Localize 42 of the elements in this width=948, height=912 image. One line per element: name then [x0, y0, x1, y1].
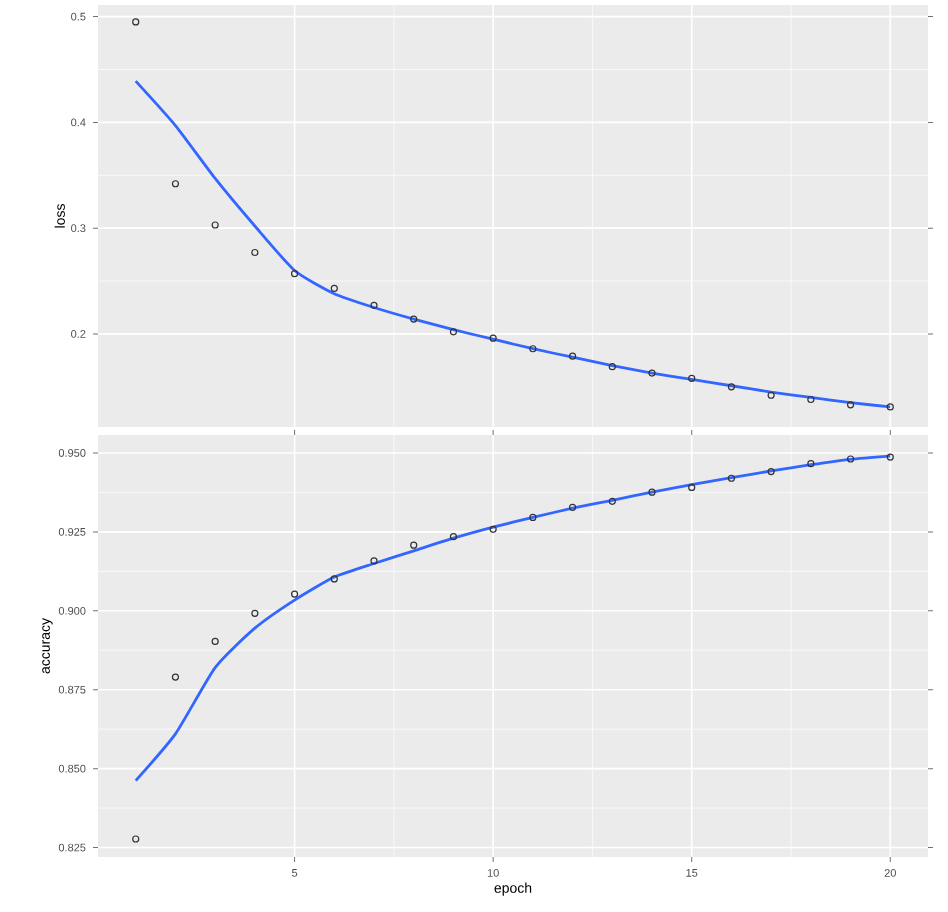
point: [132, 18, 140, 27]
point: [290, 270, 299, 278]
point: [370, 302, 378, 310]
point: [608, 363, 616, 371]
point: [251, 249, 259, 257]
point: [370, 557, 378, 566]
point: [132, 835, 140, 844]
point: [171, 673, 180, 682]
point: [807, 460, 815, 468]
point: [608, 498, 616, 506]
point: [767, 468, 775, 476]
point: [727, 383, 736, 391]
point: [688, 375, 696, 383]
point: [846, 401, 855, 409]
point: [529, 345, 537, 353]
point: [767, 392, 775, 400]
point: [410, 542, 418, 550]
point: [727, 475, 736, 483]
line-series: [134, 455, 892, 783]
point: [807, 396, 815, 404]
point: [886, 403, 894, 411]
point: [489, 526, 497, 534]
point: [330, 575, 338, 584]
point: [449, 328, 458, 336]
point: [568, 353, 577, 361]
point: [886, 453, 894, 462]
point: [211, 221, 219, 230]
point: [211, 638, 219, 646]
point: [171, 180, 180, 188]
point: [688, 484, 696, 492]
point: [846, 455, 855, 464]
point: [251, 610, 259, 618]
line-series: [134, 80, 892, 409]
point: [648, 369, 656, 378]
point: [330, 285, 338, 293]
point: [568, 504, 577, 512]
point: [449, 533, 458, 541]
point: [529, 514, 537, 522]
point: [290, 590, 299, 599]
point: [489, 335, 497, 343]
point: [648, 489, 656, 497]
point: [410, 316, 418, 324]
